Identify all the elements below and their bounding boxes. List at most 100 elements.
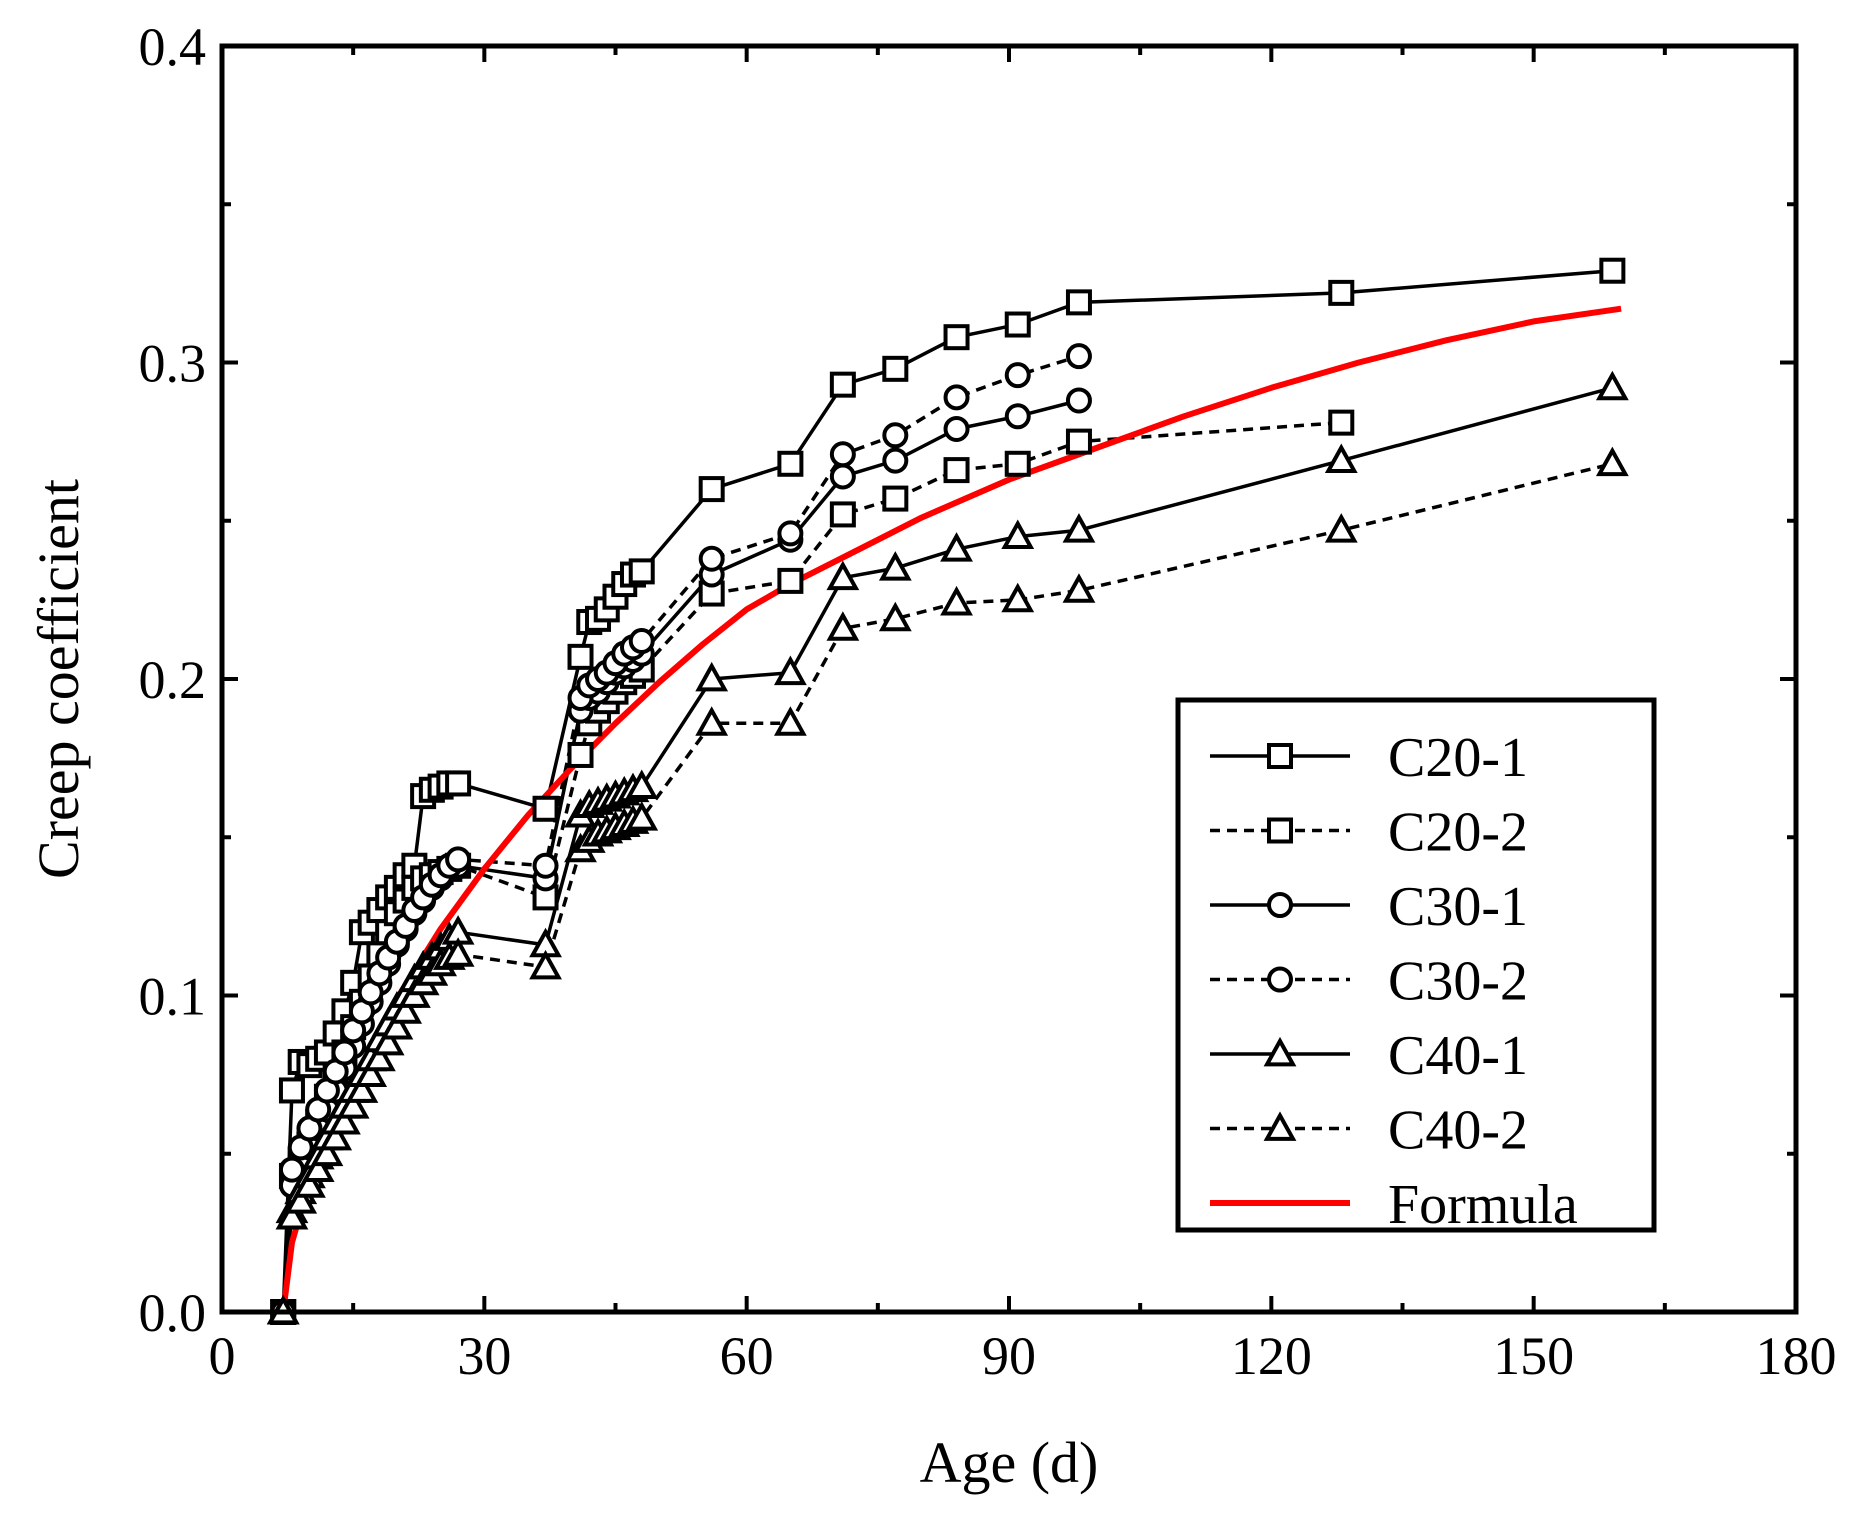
data-point-c40-2: [441, 937, 475, 967]
y-tick-label: 0.2: [139, 650, 207, 710]
data-point-c40-2: [773, 706, 807, 736]
data-point-c20-1: [278, 1077, 305, 1104]
data-point-c40-1: [695, 661, 729, 692]
legend-label-c20-1: C20-1: [1388, 727, 1528, 789]
y-tick-label: 0.1: [139, 967, 207, 1027]
data-point-c20-2: [1065, 428, 1092, 455]
plot-frame: [219, 43, 1799, 1315]
data-point-c40-2: [336, 1089, 370, 1119]
data-point-c20-2: [567, 741, 594, 768]
data-point-c40-2: [284, 1184, 318, 1214]
data-point-c20-1: [777, 450, 804, 477]
data-point-c40-2: [354, 1057, 388, 1088]
data-point-c20-2: [1004, 450, 1031, 477]
legend-label-c40-2: C40-2: [1388, 1100, 1528, 1162]
data-point-c30-2: [445, 846, 472, 873]
data-point-c30-2: [278, 1156, 305, 1183]
x-tick-label: 90: [982, 1326, 1036, 1386]
data-point-c40-2: [529, 949, 562, 980]
data-point-c20-2: [777, 567, 804, 594]
data-point-c40-2: [878, 601, 912, 632]
data-point-c20-1: [943, 324, 970, 351]
data-point-c40-1: [625, 769, 659, 800]
data-point-c30-2: [882, 422, 909, 449]
data-point-c40-2: [319, 1120, 353, 1151]
data-point-c20-1: [1328, 279, 1355, 306]
data-point-c40-1: [826, 560, 860, 591]
data-point-c40-1: [773, 655, 807, 686]
data-point-c30-2: [777, 520, 804, 547]
data-point-c30-1: [882, 447, 909, 474]
data-point-c40-2: [371, 1025, 405, 1056]
y-axis-title: Creep coefficient: [26, 479, 91, 879]
data-point-c30-1: [829, 463, 856, 490]
data-point-c20-1: [1004, 311, 1031, 338]
data-point-c40-2: [293, 1168, 326, 1198]
data-point-c40-1: [1324, 443, 1358, 474]
data-point-c40-2: [345, 1073, 379, 1103]
legend-label-c30-1: C30-1: [1388, 876, 1528, 938]
data-point-c30-2: [532, 852, 559, 879]
x-tick-label: 180: [1756, 1326, 1837, 1386]
data-point-c40-2: [389, 994, 423, 1024]
data-point-c30-2: [1004, 362, 1031, 389]
legend-label-c40-1: C40-1: [1388, 1025, 1528, 1087]
data-point-c20-1: [698, 476, 725, 503]
data-point-c40-2: [328, 1104, 361, 1135]
data-point-c40-2: [940, 585, 973, 616]
data-point-c40-2: [625, 801, 659, 831]
data-point-c40-2: [363, 1041, 396, 1072]
data-point-c20-1: [628, 558, 655, 585]
legend-marker-c20-1: [1267, 743, 1293, 769]
data-point-c20-1: [567, 643, 594, 670]
legend-label-formula: Formula: [1388, 1174, 1578, 1236]
data-point-c20-2: [1328, 409, 1355, 436]
data-point-c30-1: [1065, 387, 1092, 414]
data-point-c40-1: [1595, 370, 1629, 401]
data-point-c20-1: [1599, 257, 1626, 284]
data-point-c30-2: [698, 545, 725, 572]
data-point-c30-2: [829, 441, 856, 468]
x-tick-label: 120: [1231, 1326, 1312, 1386]
data-point-c40-2: [1595, 446, 1629, 477]
data-point-c20-2: [882, 485, 909, 512]
data-point-c40-1: [878, 551, 912, 581]
data-point-c40-2: [1324, 513, 1358, 543]
data-point-c30-1: [1004, 403, 1031, 430]
legend-marker-c40-2: [1263, 1111, 1297, 1141]
x-tick-label: 60: [720, 1326, 774, 1386]
data-point-c20-1: [445, 770, 472, 797]
tick-labels: 0 30 60 90 120 150 180 0.0 0.1 0.2 0.3 0.4: [139, 17, 1837, 1386]
data-point-c40-2: [301, 1152, 335, 1182]
data-point-c40-2: [1062, 573, 1096, 603]
x-tick-label: 30: [457, 1326, 511, 1386]
legend-marker-c20-2: [1267, 817, 1293, 844]
legend-marker-c40-1: [1263, 1036, 1297, 1067]
legend-box: [1175, 697, 1657, 1233]
data-point-c30-2: [331, 1039, 358, 1066]
data-point-c20-1: [1065, 289, 1092, 316]
x-tick-label: 0: [209, 1326, 236, 1386]
legend: C20-1 C20-2 C30-1 C30-2 C40-1 C40-2 Formula: [1175, 697, 1657, 1236]
data-point-c30-2: [628, 628, 655, 655]
data-point-c20-1: [829, 371, 856, 398]
y-tick-label: 0.4: [139, 17, 207, 77]
data-point-c40-1: [940, 532, 973, 562]
data-point-c20-1: [882, 355, 909, 382]
data-point-c40-2: [310, 1136, 344, 1167]
y-tick-label: 0.3: [139, 334, 207, 394]
data-point-c40-2: [826, 611, 860, 641]
x-axis-title: Age (d): [920, 1430, 1099, 1495]
data-point-c20-1: [532, 795, 559, 822]
data-point-c40-2: [695, 706, 729, 736]
legend-label-c30-2: C30-2: [1388, 951, 1528, 1013]
data-point-c20-2: [829, 501, 856, 528]
data-point-c20-2: [943, 457, 970, 484]
data-point-c40-2: [1001, 582, 1035, 613]
legend-marker-c30-1: [1267, 892, 1293, 918]
data-point-c30-2: [943, 384, 970, 411]
series-markers: [266, 257, 1629, 1325]
data-point-c40-2: [380, 1010, 414, 1040]
legend-label-c20-2: C20-2: [1388, 802, 1528, 864]
data-point-c40-2: [275, 1199, 309, 1230]
